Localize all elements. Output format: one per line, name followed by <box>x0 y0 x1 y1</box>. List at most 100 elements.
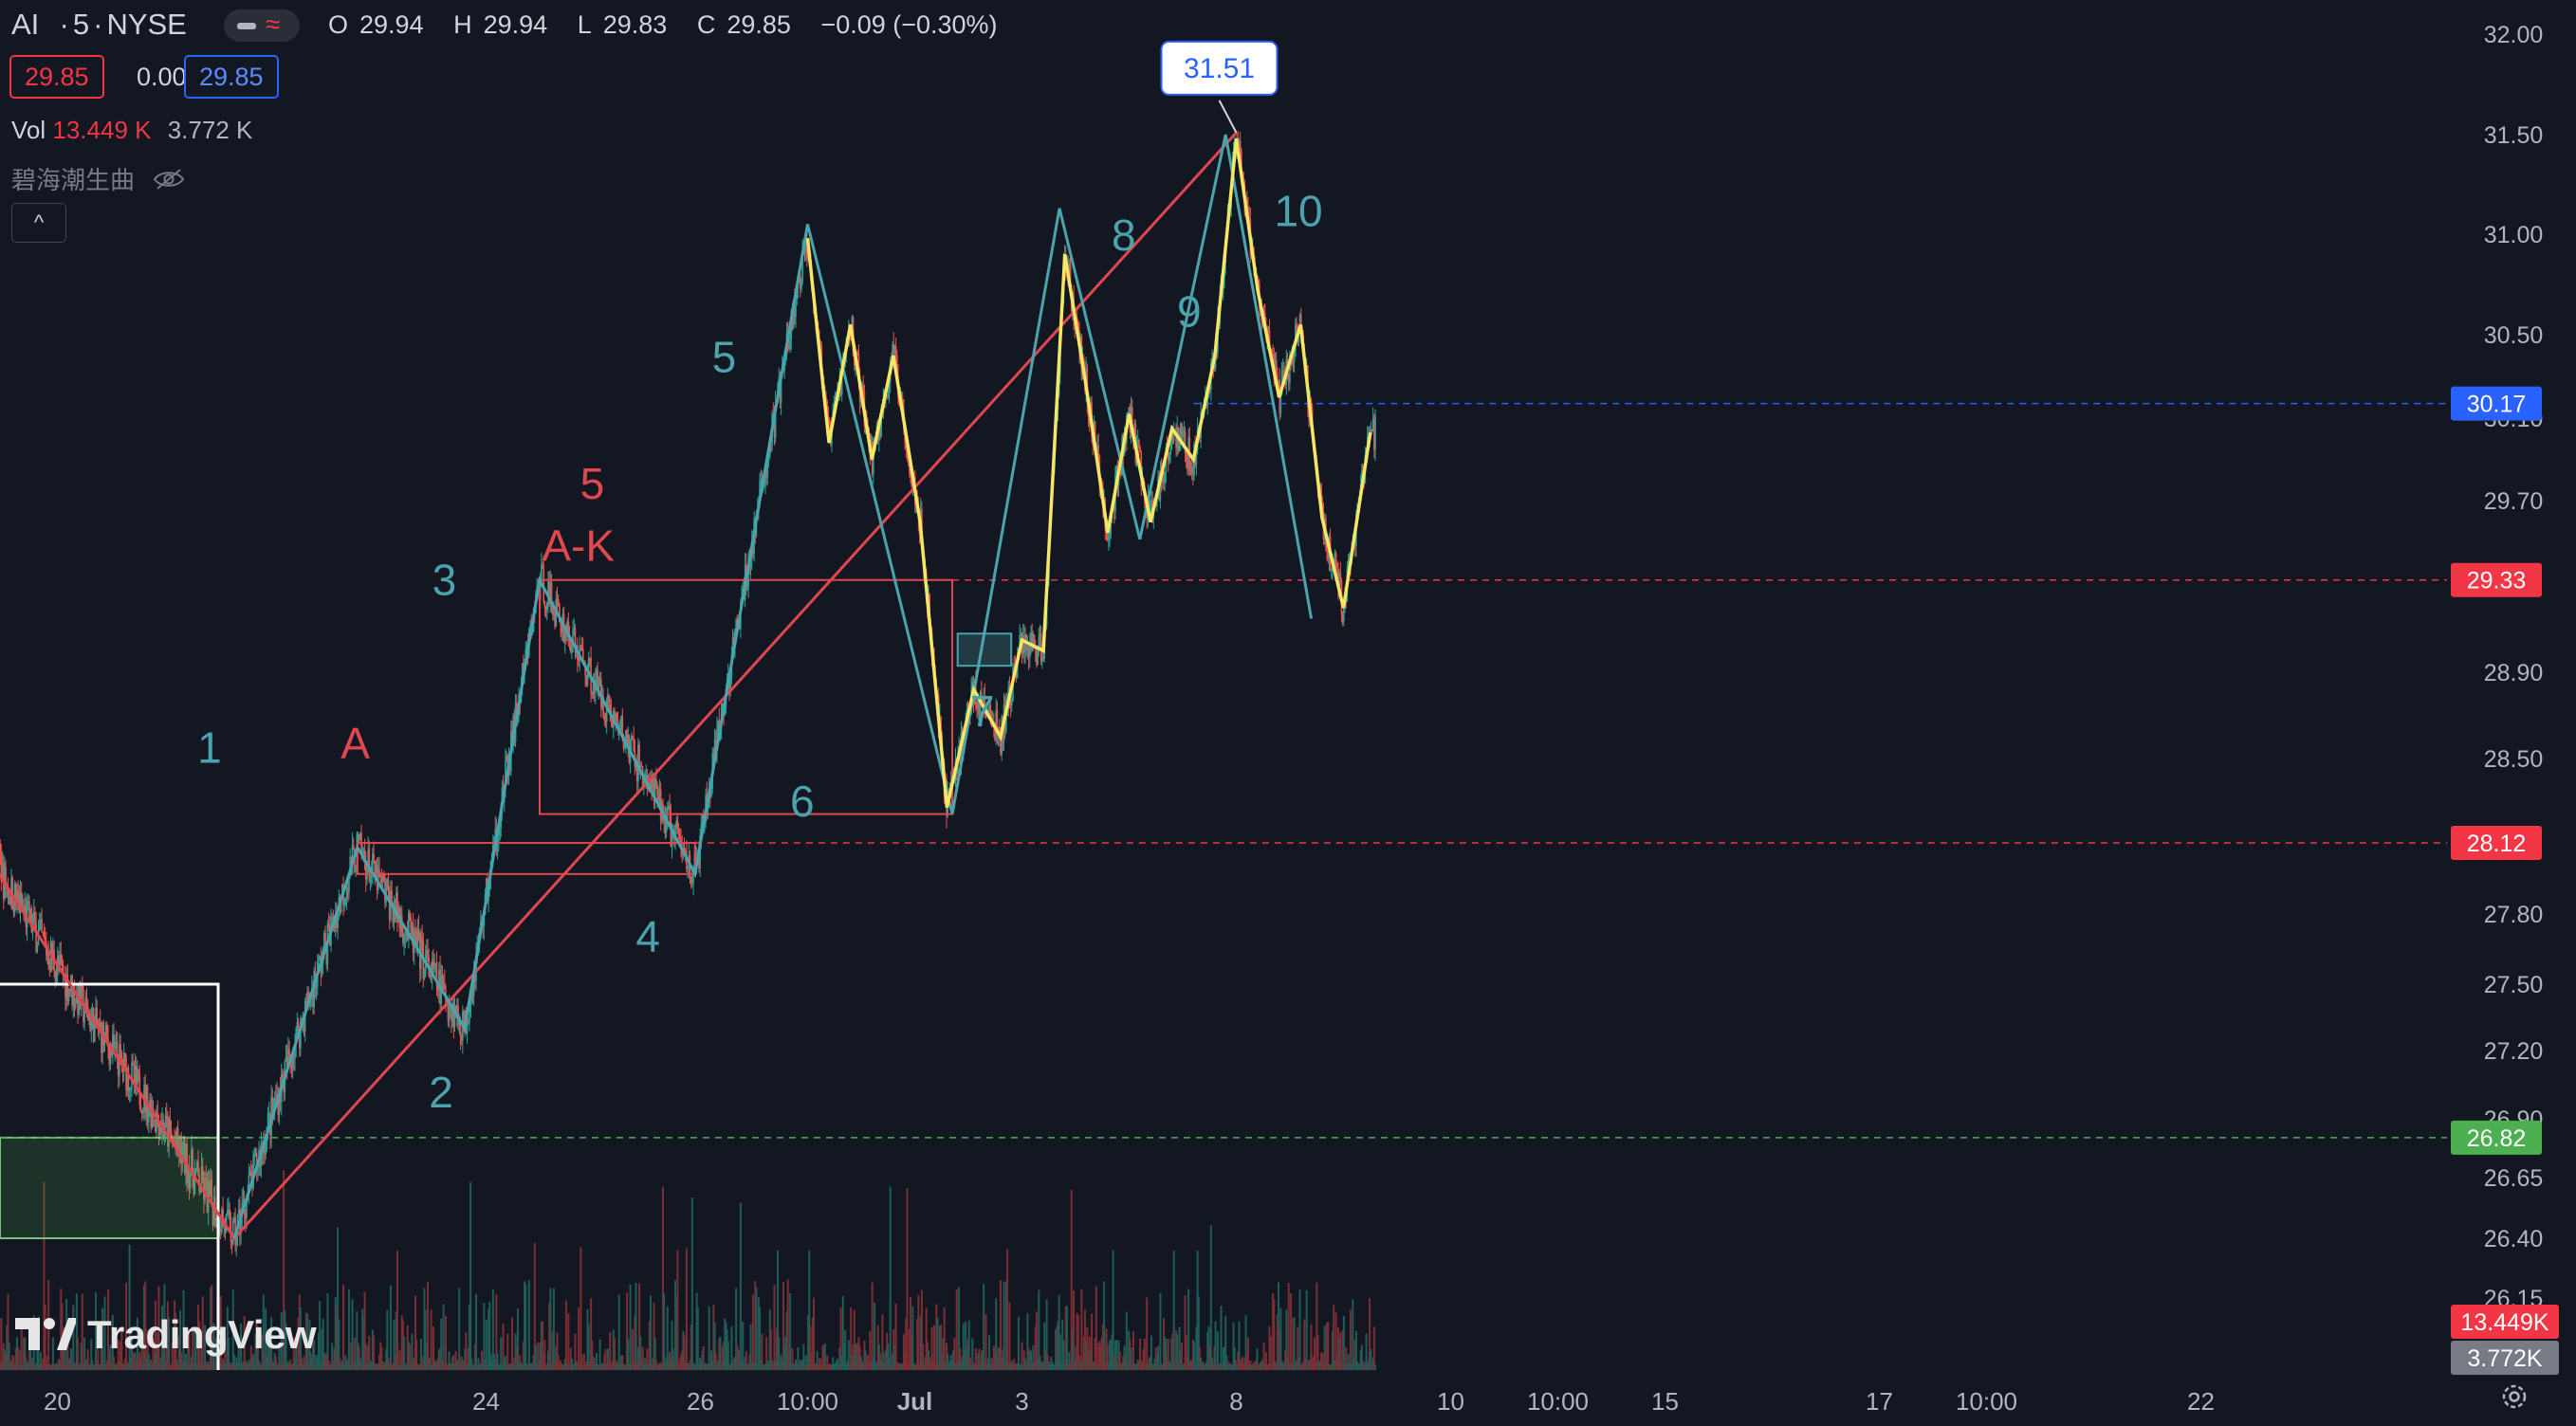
volume-bar <box>976 1364 979 1370</box>
indicator-legend[interactable]: 碧海潮生曲 <box>11 161 185 197</box>
gear-icon[interactable] <box>2500 1382 2529 1416</box>
volume-bar <box>778 1337 781 1370</box>
volume-bar <box>560 1361 562 1370</box>
volume-bar <box>928 1349 930 1370</box>
volume-bar <box>940 1325 943 1370</box>
volume-bar <box>1010 1361 1013 1370</box>
volume-bar <box>1107 1363 1110 1370</box>
candle-body <box>626 730 628 746</box>
volume-bar <box>857 1337 860 1370</box>
volume-bar <box>237 1336 240 1370</box>
volume-bar <box>651 1363 653 1370</box>
symbol-info[interactable]: AI · 5 · NYSE <box>11 8 187 41</box>
volume-bar <box>723 1341 726 1370</box>
volume-bar <box>597 1363 599 1370</box>
collapse-legend-button[interactable]: ^ <box>11 203 66 243</box>
volume-bar <box>55 1362 58 1370</box>
candle-body <box>1289 355 1291 384</box>
open-value: 29.94 <box>359 10 424 39</box>
volume-bar <box>69 1348 72 1370</box>
volume-bar <box>550 1363 553 1370</box>
volume-bar <box>765 1337 768 1370</box>
candle-body <box>1206 396 1209 407</box>
volume-bar <box>416 1363 419 1370</box>
volume-bar <box>1026 1312 1029 1370</box>
volume-bar <box>626 1292 629 1370</box>
volume-bar <box>985 1363 988 1370</box>
volume-bar <box>984 1314 987 1370</box>
candle-body <box>597 670 598 690</box>
volume-bar <box>411 1333 414 1370</box>
volume-bar <box>926 1341 929 1370</box>
volume-bar <box>171 1342 174 1370</box>
wave-label: 2 <box>429 1068 453 1117</box>
volume-bar <box>907 1363 910 1370</box>
volume-bar <box>1279 1329 1281 1370</box>
volume-bar <box>1189 1360 1192 1370</box>
volume-bar <box>725 1322 727 1370</box>
sell-price-button[interactable]: 29.85 <box>9 55 104 99</box>
buy-price-button[interactable]: 29.85 <box>184 55 279 99</box>
volume-bar <box>1139 1338 1142 1370</box>
volume-bar <box>1321 1352 1324 1370</box>
volume-bar <box>1339 1332 1342 1370</box>
volume-bar <box>1073 1290 1076 1370</box>
volume-bar <box>153 1353 156 1370</box>
volume-bar <box>104 1363 107 1370</box>
volume-bar <box>281 1363 284 1370</box>
volume-bar <box>745 1350 747 1370</box>
market-status-toggle[interactable]: ≈ <box>224 9 300 42</box>
volume-bar <box>306 1313 309 1370</box>
volume-legend[interactable]: Vol 13.449 K 3.772 K <box>11 116 252 145</box>
eye-hidden-icon[interactable] <box>153 168 185 197</box>
volume-bar <box>1014 1363 1017 1370</box>
price-tick-label: 27.80 <box>2484 902 2544 928</box>
candle-body <box>1338 573 1340 590</box>
candle-body <box>826 401 829 416</box>
price-axis[interactable]: 32.0031.5031.0030.5030.1029.7028.9028.50… <box>2451 22 2559 1375</box>
volume-bar <box>71 1363 74 1370</box>
candle-body <box>497 839 500 844</box>
volume-bar <box>310 1357 313 1370</box>
volume-bar <box>83 1337 86 1370</box>
candle-body <box>358 833 360 841</box>
candle-body <box>1374 415 1376 450</box>
volume-bar <box>648 1321 651 1370</box>
candle-body <box>684 850 687 852</box>
candle-body <box>81 985 83 990</box>
time-tick-label: 10 <box>1437 1387 1464 1416</box>
candle-body <box>273 1097 276 1108</box>
volume-bar <box>960 1361 963 1370</box>
volume-bar <box>100 1344 102 1370</box>
volume-bar <box>843 1343 846 1370</box>
volume-bar <box>1358 1363 1361 1370</box>
volume-bar <box>805 1363 808 1370</box>
volume-bar <box>84 1361 87 1370</box>
volume-bar <box>1315 1361 1317 1370</box>
candle-body <box>140 1111 143 1114</box>
candle-body <box>801 249 803 283</box>
volume-bar <box>840 1355 843 1370</box>
volume-bar <box>1329 1364 1332 1370</box>
volume-bar <box>1370 1348 1372 1370</box>
volume-bar <box>46 1363 48 1370</box>
volume-bar <box>1326 1322 1329 1370</box>
time-tick-label: 22 <box>2187 1387 2215 1416</box>
candle-body <box>210 1179 212 1196</box>
volume-bar <box>25 1357 28 1370</box>
candle-body <box>799 273 801 289</box>
time-axis[interactable]: 20 24 26 10:00 Jul 3 8 10 10:00 15 17 10:00 22 <box>44 1387 2215 1416</box>
volume-bar <box>488 1308 490 1370</box>
candle-body <box>169 1119 172 1129</box>
volume-bar <box>1061 1319 1064 1370</box>
volume-bar <box>240 1323 243 1370</box>
volume-bar <box>1131 1363 1133 1370</box>
volume-bar <box>1330 1363 1333 1370</box>
candle-body <box>182 1139 185 1151</box>
candle-body <box>1268 330 1271 350</box>
candle-body <box>155 1120 156 1132</box>
volume-bar <box>383 1362 386 1370</box>
volume-bar <box>500 1337 503 1370</box>
volume-bar <box>1076 1312 1078 1370</box>
